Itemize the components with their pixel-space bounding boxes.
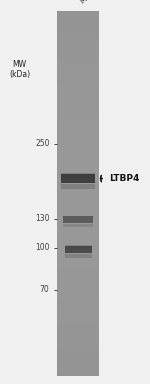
Text: 100: 100: [35, 243, 50, 252]
Bar: [64, 254, 92, 258]
Text: 250: 250: [35, 139, 50, 149]
Bar: [61, 173, 95, 177]
Text: Mouse brain: Mouse brain: [78, 0, 120, 6]
Bar: [63, 215, 93, 219]
Bar: [61, 174, 95, 183]
Bar: [64, 245, 92, 249]
Text: MW
(kDa): MW (kDa): [9, 60, 30, 79]
Bar: [63, 216, 93, 223]
Text: 70: 70: [40, 285, 50, 295]
Text: LTBP4: LTBP4: [110, 174, 140, 183]
Bar: [63, 224, 93, 227]
Bar: [61, 184, 95, 189]
Bar: [64, 246, 92, 253]
Text: 130: 130: [35, 214, 50, 223]
